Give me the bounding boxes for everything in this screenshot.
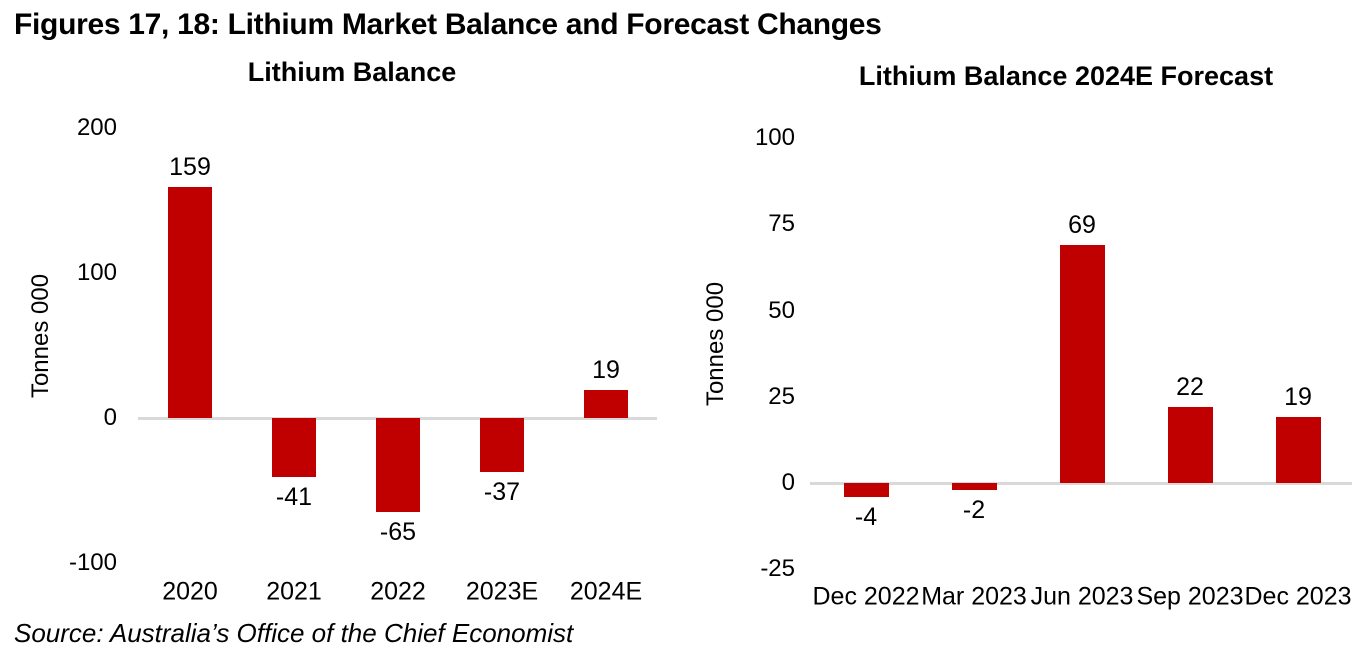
- chart-title-2024e-forecast: Lithium Balance 2024E Forecast: [858, 61, 1274, 91]
- y-tick-label: 75: [768, 210, 795, 238]
- y-axis-label-lithium-balance: Tonnes 000: [27, 273, 54, 399]
- bar-value-label: 69: [1068, 210, 1096, 239]
- bar-value-label: -2: [962, 495, 986, 524]
- bar-value-label: -4: [854, 502, 878, 531]
- x-category-label: 2021: [266, 577, 322, 606]
- zero-axis-line: [810, 482, 1352, 485]
- bar-value-label: -37: [483, 477, 521, 506]
- y-tick-label: -25: [760, 555, 795, 583]
- chart-title-lithium-balance: Lithium Balance: [247, 57, 457, 87]
- y-tick-label: 100: [76, 259, 117, 286]
- y-tick-label: 50: [768, 296, 795, 324]
- y-tick-label: 100: [754, 124, 795, 151]
- bar-2022: [376, 418, 420, 513]
- y-tick-label: -100: [68, 549, 117, 576]
- x-category-label: 2023E: [465, 577, 539, 606]
- bar-value-label: -41: [275, 483, 313, 512]
- bar-2024e: [584, 390, 628, 418]
- bar-value-label: 19: [1284, 383, 1312, 412]
- y-tick-label: 25: [768, 382, 795, 410]
- x-category-label: Mar 2023: [921, 582, 1027, 611]
- bar-value-label: 22: [1176, 373, 1204, 402]
- bar-2023e: [480, 418, 524, 472]
- x-category-label: 2024E: [569, 577, 643, 606]
- bar-value-label: -65: [379, 518, 417, 547]
- bar-2021: [272, 418, 316, 478]
- bar-value-label: 19: [592, 356, 620, 385]
- bar-2020: [168, 187, 212, 418]
- page-title: Figures 17, 18: Lithium Market Balance a…: [14, 8, 882, 41]
- bar-value-label: 159: [169, 153, 211, 182]
- x-category-label: Dec 2022: [812, 582, 920, 611]
- bar-mar-2023: [951, 483, 997, 490]
- y-tick-label: 0: [103, 404, 117, 431]
- x-category-label: Jun 2023: [1030, 582, 1134, 611]
- bar-dec-2023: [1275, 417, 1321, 483]
- y-tick-label: 200: [76, 114, 117, 141]
- x-category-label: 2022: [370, 577, 426, 606]
- bar-dec-2022: [843, 483, 889, 497]
- x-category-label: 2020: [162, 577, 218, 606]
- bar-jun-2023: [1059, 244, 1105, 483]
- x-category-label: Dec 2023: [1244, 582, 1352, 611]
- x-category-label: Sep 2023: [1136, 582, 1244, 611]
- bar-sep-2023: [1167, 407, 1213, 483]
- source-note: Source: Australia’s Office of the Chief …: [14, 618, 574, 648]
- y-tick-label: 0: [781, 469, 795, 496]
